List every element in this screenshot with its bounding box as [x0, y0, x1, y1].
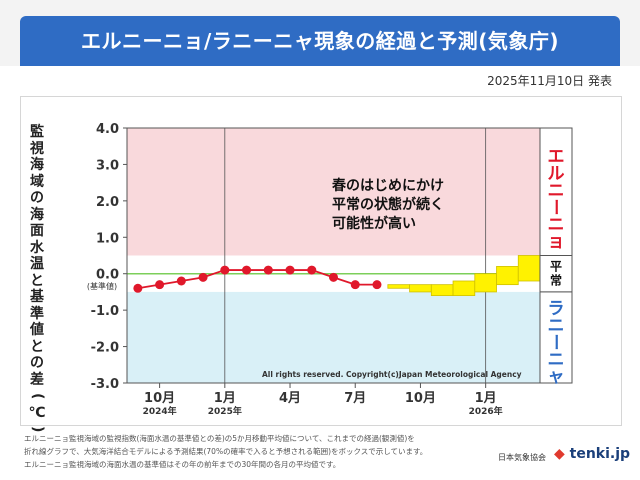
x-tick-label-5: 1月: [475, 391, 497, 406]
y-axis-label-char-8: 温: [30, 256, 44, 272]
x-year-label-0: 2024年: [143, 405, 177, 417]
observed-point-4: [220, 265, 230, 275]
y-axis-label-char-2: 海: [30, 157, 44, 173]
y-tick-label-1: -2.0: [91, 341, 119, 356]
y-axis-label-char-1: 視: [30, 140, 44, 157]
x-tick-label-2: 4月: [279, 391, 301, 406]
side-elnino-box: [539, 127, 573, 256]
tenki-logo-text: tenki.jp: [569, 446, 631, 462]
footer-line-2: 折れ線グラフで、大気海洋結合モデルによる予測結果(70%の確率で入ると予想される…: [24, 447, 428, 456]
observed-point-6: [263, 265, 273, 275]
forecast-box-5: [496, 266, 519, 286]
observed-point-2: [176, 276, 186, 286]
observed-point-8: [307, 265, 317, 275]
y-axis-label-char-12: 値: [30, 322, 44, 338]
region-0: [127, 128, 540, 256]
region-2: [127, 291, 540, 383]
y-tick-label-5: 2.0: [96, 195, 119, 210]
x-tick-label-0: 10月: [144, 391, 175, 406]
side-lanina-label-char-1: ニ: [548, 316, 565, 336]
side-lanina-label-char-0: ラ: [548, 299, 565, 319]
y-axis-label-char-10: 基: [30, 289, 44, 305]
x-tick-label-1: 1月: [214, 391, 236, 406]
copyright-text: All rights reserved. Copyright(c)Japan M…: [262, 370, 522, 379]
jwa-logo: 日本気象協会: [498, 453, 546, 462]
side-elnino-label-char-5: ョ: [548, 232, 565, 252]
observed-point-5: [242, 265, 252, 275]
page-title: エルニーニョ/ラニーニャ現象の経過と予測(気象庁): [80, 29, 560, 53]
y-axis-label: 監視海域の海面水温と基準値との差(℃): [27, 124, 47, 438]
y-tick-label-6: 3.0: [96, 158, 119, 173]
side-lanina-label-char-2: ー: [545, 333, 565, 350]
x-tick-label-4: 10月: [405, 391, 436, 406]
footer-line-3: エルニーニョ監視海域の海面水温の基準値はその年の前年までの30年間の各月の平均値…: [24, 460, 341, 469]
y-axis-label-char-17: ℃: [28, 404, 46, 421]
side-lanina-label-char-4: ャ: [548, 367, 565, 387]
forecast-box-0: [387, 284, 410, 289]
observed-point-9: [329, 272, 338, 282]
tenki-logo: ◆ tenki.jp: [554, 446, 630, 462]
y-tick-label-7: 4.0: [96, 122, 119, 137]
forecast-annotation-line-1: 春のはじめにかけ: [331, 177, 444, 194]
y-axis-label-char-11: 準: [30, 305, 44, 322]
forecast-box-1: [409, 284, 432, 293]
side-elnino-label-char-3: ー: [545, 199, 565, 216]
forecast-annotation-line-3: 可能性が高い: [332, 215, 416, 232]
x-year-label-5: 2026年: [469, 405, 503, 417]
side-elnino-label-char-4: ニ: [548, 215, 565, 235]
observed-point-0: [133, 283, 143, 293]
observed-point-3: [198, 272, 208, 282]
side-normal-label-char-0: 平: [550, 260, 562, 274]
footer-line-1: エルニーニョ監視海域の監視指数(海面水温の基準値との差)の5か月移動平均値につい…: [24, 434, 415, 443]
header-background: エルニーニョ/ラニーニャ現象の経過と予測(気象庁): [0, 0, 640, 66]
side-elnino-label-char-2: ニ: [548, 181, 565, 201]
y-axis-label-char-5: 海: [30, 206, 44, 223]
y-axis-label-char-0: 監: [30, 124, 44, 140]
y-axis-label-char-7: 水: [30, 239, 44, 256]
y-axis-label-char-3: 域: [30, 173, 44, 190]
forecast-box-4: [474, 273, 497, 293]
title-bar: エルニーニョ/ラニーニャ現象の経過と予測(気象庁): [20, 16, 620, 66]
publish-date: 2025年11月10日 発表: [487, 74, 612, 88]
y-tick-label-0: -3.0: [91, 377, 119, 392]
side-lanina-box: [539, 291, 573, 384]
y-tick-label-3: 0.0: [96, 268, 119, 283]
y-axis-label-char-4: の: [30, 190, 44, 206]
observed-point-11: [372, 280, 382, 290]
footer-notes: エルニーニョ監視海域の監視指数(海面水温の基準値との差)の5か月移動平均値につい…: [24, 432, 494, 471]
y-tick-label-4: 1.0: [96, 231, 119, 246]
y-axis-label-char-13: と: [30, 338, 44, 355]
forecast-annotation-line-2: 平常の状態が続く: [332, 196, 444, 213]
side-normal-label-char-1: 常: [550, 273, 562, 288]
x-year-label-1: 2025年: [208, 405, 242, 417]
observed-point-7: [285, 265, 295, 275]
observed-point-1: [155, 280, 165, 290]
forecast-box-6: [517, 255, 541, 282]
tenki-logo-mark: ◆: [554, 446, 565, 462]
y-axis-label-char-9: と: [30, 272, 44, 289]
y-tick-label-2: -1.0: [91, 304, 119, 319]
y-axis-label-char-14: の: [30, 355, 44, 371]
y-axis-label-char-6: 面: [30, 223, 44, 239]
x-tick-label-3: 7月: [344, 391, 366, 406]
baseline-label: (基準値): [87, 281, 117, 291]
side-elnino-label-char-0: エ: [548, 147, 565, 167]
side-lanina-label-char-3: ニ: [548, 350, 565, 370]
forecast-box-3: [452, 280, 476, 296]
side-elnino-label-char-1: ル: [548, 164, 565, 184]
forecast-box-2: [430, 284, 454, 296]
side-normal-box: [539, 255, 573, 293]
y-axis-label-char-15: 差: [30, 371, 44, 388]
observed-point-10: [350, 280, 360, 290]
